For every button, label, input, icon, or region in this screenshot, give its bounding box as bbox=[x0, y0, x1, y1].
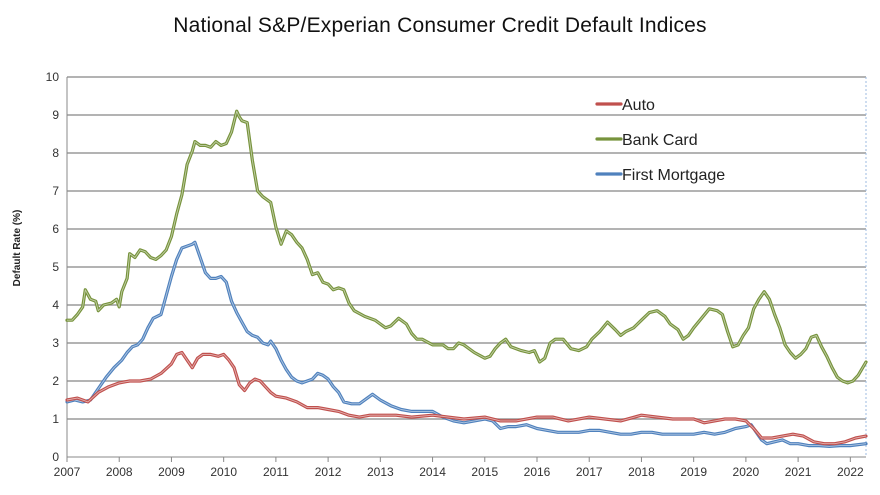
x-tick-label: 2022 bbox=[837, 465, 864, 479]
x-tick-label: 2020 bbox=[733, 465, 760, 479]
y-axis-label: Default Rate (%) bbox=[12, 210, 23, 287]
x-tick-label: 2011 bbox=[263, 465, 289, 479]
x-tick-label: 2008 bbox=[106, 465, 133, 479]
legend-label-bank-card: Bank Card bbox=[622, 132, 698, 149]
y-tick-label: 5 bbox=[52, 260, 59, 274]
x-tick-label: 2021 bbox=[785, 465, 812, 479]
series-lines bbox=[65, 109, 868, 448]
legend-label-auto: Auto bbox=[622, 97, 655, 114]
y-tick-label: 9 bbox=[52, 108, 59, 122]
x-tick-label: 2009 bbox=[158, 465, 185, 479]
y-tick-label: 8 bbox=[52, 146, 59, 160]
series-line-auto bbox=[65, 350, 868, 446]
y-tick-label: 10 bbox=[46, 70, 60, 84]
y-tick-label: 0 bbox=[52, 450, 59, 464]
series-highlight-auto bbox=[66, 352, 867, 445]
x-tick-label: 2010 bbox=[210, 465, 237, 479]
x-tick-label: 2014 bbox=[419, 465, 446, 479]
x-tick-label: 2016 bbox=[524, 465, 551, 479]
axes bbox=[66, 77, 867, 458]
x-tick-label: 2012 bbox=[315, 465, 342, 479]
y-tick-label: 2 bbox=[52, 374, 59, 388]
series-line-first-mortgage bbox=[65, 240, 868, 448]
x-tick-label: 2013 bbox=[367, 465, 394, 479]
x-tick-labels: 2007 2008 2009 2010 2011 2012 2013 2014 2015 2016… bbox=[54, 457, 864, 479]
legend-label-first-mortgage: First Mortgage bbox=[622, 167, 725, 184]
x-tick-label: 2017 bbox=[576, 465, 603, 479]
series-highlight-bank-card bbox=[67, 110, 867, 384]
y-tick-label: 6 bbox=[52, 222, 59, 236]
y-tick-label: 4 bbox=[52, 298, 59, 312]
x-tick-label: 2018 bbox=[628, 465, 655, 479]
y-tick-label: 7 bbox=[52, 184, 59, 198]
gridlines bbox=[67, 76, 866, 420]
legend: Auto Bank Card First Mortgage bbox=[595, 97, 725, 184]
x-tick-label: 2007 bbox=[54, 465, 81, 479]
y-tick-label: 1 bbox=[52, 412, 59, 426]
y-tick-labels: 0 1 2 3 4 5 6 7 8 9 10 bbox=[46, 70, 60, 464]
x-tick-label: 2015 bbox=[471, 465, 498, 479]
chart-title: National S&P/Experian Consumer Credit De… bbox=[173, 14, 707, 37]
x-tick-label: 2019 bbox=[680, 465, 707, 479]
series-highlight-first-mortgage bbox=[66, 241, 867, 447]
y-tick-label: 3 bbox=[52, 336, 59, 350]
